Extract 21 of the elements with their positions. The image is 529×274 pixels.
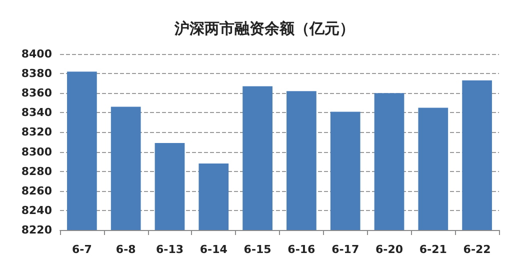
- x-tick-label: 6-16: [288, 243, 316, 256]
- x-tick-label: 6-7: [72, 243, 92, 256]
- y-tick-label: 8300: [21, 145, 52, 158]
- y-tick-label: 8340: [21, 106, 52, 120]
- x-tick-label: 6-15: [244, 243, 272, 256]
- x-tick-label: 6-22: [463, 243, 491, 256]
- y-tick-label: 8400: [21, 48, 52, 60]
- y-tick-label: 8240: [21, 204, 52, 217]
- y-tick-label: 8320: [21, 126, 52, 139]
- x-tick-label: 6-20: [375, 243, 404, 256]
- chart-title: 沪深两市融资余额（亿元）: [174, 20, 354, 38]
- y-tick-label: 8360: [21, 86, 52, 100]
- x-tick-label: 6-21: [419, 243, 447, 256]
- x-tick-label: 6-13: [156, 243, 184, 256]
- x-tick-label: 6-8: [116, 243, 136, 256]
- y-tick-label: 8380: [21, 67, 52, 80]
- y-tick-label: 8280: [21, 164, 52, 178]
- x-tick-label: 6-17: [332, 243, 360, 256]
- y-tick-label: 8260: [21, 184, 52, 198]
- x-tick-label: 6-14: [200, 243, 228, 256]
- y-tick-label: 8220: [21, 224, 52, 236]
